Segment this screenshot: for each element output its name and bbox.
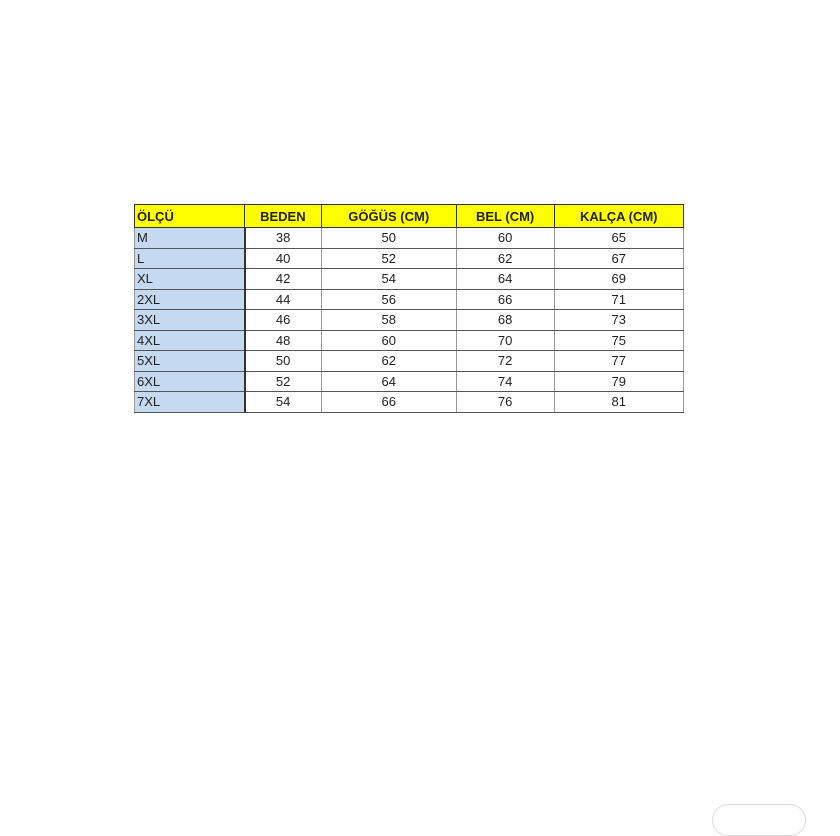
value-cell: 68 (455, 309, 555, 331)
header-hip: KALÇA (CM) (553, 204, 684, 228)
size-cell: 4XL (134, 329, 246, 351)
value-cell: 60 (320, 329, 457, 351)
table-row: 3XL 46 58 68 73 (134, 309, 684, 331)
value-cell: 54 (244, 391, 322, 413)
value-cell: 58 (320, 309, 457, 331)
size-cell: 2XL (134, 288, 246, 310)
size-cell: M (134, 227, 246, 249)
size-cell: 3XL (134, 309, 246, 331)
table-row: 4XL 48 60 70 75 (134, 329, 684, 351)
value-cell: 72 (455, 350, 555, 372)
value-cell: 79 (553, 370, 684, 392)
value-cell: 56 (320, 288, 457, 310)
size-cell: 7XL (134, 391, 246, 413)
value-cell: 44 (244, 288, 322, 310)
size-cell: XL (134, 268, 246, 290)
value-cell: 50 (320, 227, 457, 249)
value-cell: 62 (320, 350, 457, 372)
table-row: 7XL 54 66 76 81 (134, 391, 684, 413)
header-chest: GÖĞÜS (CM) (320, 204, 457, 228)
value-cell: 76 (455, 391, 555, 413)
value-cell: 77 (553, 350, 684, 372)
value-cell: 70 (455, 329, 555, 351)
value-cell: 69 (553, 268, 684, 290)
value-cell: 52 (320, 247, 457, 269)
table-row: 6XL 52 64 74 79 (134, 370, 684, 392)
header-size: ÖLÇÜ (134, 204, 245, 228)
value-cell: 67 (553, 247, 684, 269)
value-cell: 75 (553, 329, 684, 351)
value-cell: 64 (455, 268, 555, 290)
size-chart-table: ÖLÇÜ BEDEN GÖĞÜS (CM) BEL (CM) KALÇA (CM… (134, 204, 684, 413)
value-cell: 60 (455, 227, 555, 249)
value-cell: 66 (455, 288, 555, 310)
value-cell: 65 (553, 227, 684, 249)
table-row: 5XL 50 62 72 77 (134, 350, 684, 372)
value-cell: 64 (320, 370, 457, 392)
header-row: ÖLÇÜ BEDEN GÖĞÜS (CM) BEL (CM) KALÇA (CM… (134, 204, 684, 228)
table-row: L 40 52 62 67 (134, 247, 684, 269)
value-cell: 62 (455, 247, 555, 269)
value-cell: 40 (244, 247, 322, 269)
value-cell: 42 (244, 268, 322, 290)
table-row: XL 42 54 64 69 (134, 268, 684, 290)
value-cell: 81 (553, 391, 684, 413)
value-cell: 52 (244, 370, 322, 392)
value-cell: 38 (244, 227, 322, 249)
size-cell: 6XL (134, 370, 246, 392)
header-waist: BEL (CM) (455, 204, 555, 228)
value-cell: 74 (455, 370, 555, 392)
table-row: M 38 50 60 65 (134, 227, 684, 249)
value-cell: 46 (244, 309, 322, 331)
size-cell: 5XL (134, 350, 246, 372)
value-cell: 54 (320, 268, 457, 290)
table-row: 2XL 44 56 66 71 (134, 288, 684, 310)
value-cell: 73 (553, 309, 684, 331)
header-beden: BEDEN (244, 204, 322, 228)
value-cell: 50 (244, 350, 322, 372)
value-cell: 48 (244, 329, 322, 351)
overlay-button-edge (712, 804, 806, 836)
value-cell: 71 (553, 288, 684, 310)
size-cell: L (134, 247, 246, 269)
value-cell: 66 (320, 391, 457, 413)
